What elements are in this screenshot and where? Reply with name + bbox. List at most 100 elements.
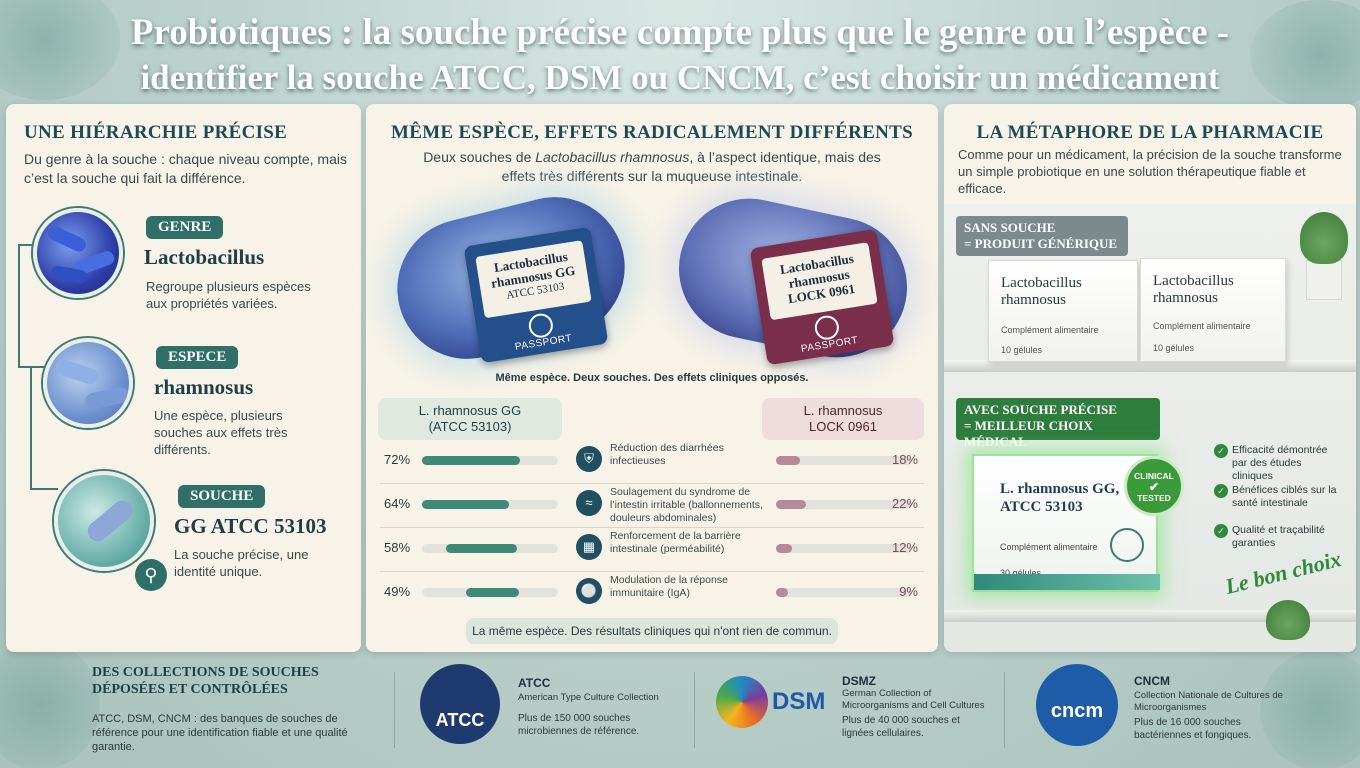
effect-label: Réduction des diarrhées infectieuses: [610, 442, 724, 467]
left-bar-fill: [446, 544, 517, 553]
right-bar: [776, 588, 912, 597]
benefit-item: ✓ Qualité et traçabilité garanties: [1214, 524, 1344, 550]
strain-bacteria-image: [54, 471, 154, 571]
left-percentage: 58%: [384, 540, 411, 555]
bacteria-decoration: [1250, 0, 1360, 110]
tree-branch: [18, 366, 48, 368]
left-bar-fill: [422, 456, 520, 465]
bacteria-decoration: [0, 640, 100, 768]
org-count-atcc: Plus de 150 000 souches microbiennes de …: [518, 713, 640, 737]
precise-product-tag: AVEC SOUCHE PRÉCISE = MEILLEUR CHOIX MÉD…: [956, 398, 1160, 449]
genus-description: Regroupe plusieurs espèces aux propriété…: [146, 279, 311, 311]
org-full-dsmz: German Collection of Microorganisms and …: [842, 688, 985, 711]
org-count-cncm: Plus de 16 000 souches bactériennes et f…: [1134, 717, 1252, 741]
left-bar: [422, 456, 558, 465]
left-bar-fill: [466, 588, 519, 597]
right-bar-fill: [776, 500, 806, 509]
check-icon: ✓: [1214, 484, 1228, 498]
page-title: Probiotiques : la souche précise compte …: [0, 10, 1360, 100]
comparison-subtitle: Deux souches de Lactobacillus rhamnosus,…: [423, 149, 881, 184]
strain-tag: SOUCHE: [178, 485, 266, 508]
bacteria-decoration: [1260, 650, 1360, 768]
effect-label: Soulagement du syndrome de l’intestin ir…: [610, 486, 763, 524]
plant-pot: [1306, 260, 1342, 300]
comparison-row: 49% ⚪ Modulation de la réponse immunitaire…: [366, 572, 938, 616]
dsm-logo-mark: [716, 676, 768, 728]
hierarchy-heading: UNE HIÉRARCHIE PRÉCISE: [24, 122, 288, 143]
left-percentage: 72%: [384, 452, 411, 467]
generic-box-2: Lactobacillus rhamnosus Complément alimen…: [1140, 258, 1286, 362]
passport-card-lock: Lactobacillus rhamnosus LOCK 0961 PASSPO…: [749, 228, 895, 366]
atcc-logo: ATCC: [420, 664, 500, 744]
right-bar: [776, 500, 912, 509]
title-line-1: Probiotiques : la souche précise compte …: [130, 12, 1230, 53]
species-bacteria-image: [43, 338, 133, 428]
intestine-icon: ≈: [576, 490, 602, 516]
pharmacy-heading: LA MÉTAPHORE DE LA PHARMACIE: [976, 122, 1324, 143]
org-name-cncm: CNCM: [1134, 674, 1170, 688]
right-percentage: 9%: [899, 584, 918, 599]
benefit-item: ✓ Efficacité démontrée par des études cli…: [1214, 444, 1344, 483]
comparison-caption: Même espèce. Deux souches. Des effets cl…: [495, 372, 809, 384]
left-bar: [422, 500, 558, 509]
pharmacy-subtitle: Comme pour un médicament, la précision d…: [958, 147, 1342, 196]
comparison-row: 72% ⛨ Réduction des diarrhées infectieuses…: [366, 440, 938, 484]
right-percentage: 18%: [891, 452, 918, 467]
right-bar: [776, 544, 912, 553]
comparison-heading: MÊME ESPÈCE, EFFETS RADICALEMENT DIFFÉRE…: [391, 122, 913, 143]
footer-subtitle: ATCC, DSM, CNCM : des banques de souches…: [92, 713, 348, 753]
comparison-row: 64% ≈ Soulagement du syndrome de l’intesti…: [366, 484, 938, 528]
shield-icon: ⛨: [576, 446, 602, 472]
left-bar: [422, 588, 558, 597]
comparison-row: 58% ▦ Renforcement de la barrière intestin…: [366, 528, 938, 572]
genus-bacteria-image: [33, 208, 123, 298]
generic-product-tag: SANS SOUCHE = PRODUIT GÉNÉRIQUE: [956, 216, 1128, 256]
divider: [394, 672, 395, 748]
divider: [1004, 672, 1005, 748]
right-percentage: 22%: [891, 496, 918, 511]
right-bar: [776, 456, 912, 465]
barrier-icon: ▦: [576, 534, 602, 560]
strain-b-label: L. rhamnosus LOCK 0961: [762, 398, 924, 440]
dsm-logo-text: DSM: [772, 688, 826, 715]
benefit-item: ✓ Bénéfices ciblés sur la santé intestina…: [1214, 484, 1344, 510]
shelf: [944, 360, 1356, 372]
effect-label: Modulation de la réponse immunitaire (Ig…: [610, 574, 728, 599]
tree-branch: [30, 488, 58, 490]
org-full-cncm: Collection Nationale de Cultures de Micr…: [1134, 690, 1283, 713]
strain-name: GG ATCC 53103: [174, 514, 327, 538]
plant-decoration: [1300, 212, 1348, 264]
left-bar: [422, 544, 558, 553]
comparison-bottom-note: La même espèce. Des résultats cliniques …: [466, 618, 838, 644]
right-percentage: 12%: [891, 540, 918, 555]
check-icon: ✓: [1214, 524, 1228, 538]
title-line-2: identifier la souche ATCC, DSM ou CNCM, …: [140, 58, 1220, 97]
intestine-icon: [1110, 528, 1144, 562]
effect-label: Renforcement de la barrière intestinale …: [610, 530, 741, 555]
org-name-dsmz: DSMZ: [842, 674, 876, 688]
shelf: [944, 610, 1356, 622]
org-full-atcc: American Type Culture Collection: [518, 692, 659, 703]
left-percentage: 64%: [384, 496, 411, 511]
hierarchy-subtitle: Du genre à la souche : chaque niveau com…: [24, 151, 347, 186]
footer-title: DES COLLECTIONS DE SOUCHES DÉPOSÉES ET C…: [92, 665, 319, 697]
comparison-panel: MÊME ESPÈCE, EFFETS RADICALEMENT DIFFÉRE…: [366, 104, 938, 652]
tree-connector: [30, 368, 32, 488]
pharmacy-panel: LA MÉTAPHORE DE LA PHARMACIE Comme pour …: [944, 104, 1356, 652]
divider: [694, 672, 695, 748]
strain-a-label: L. rhamnosus GG (ATCC 53103): [378, 398, 562, 440]
clinical-tested-seal: CLINICAL ✔ TESTED: [1124, 456, 1184, 516]
org-count-dsmz: Plus de 40 000 souches et lignées cellul…: [842, 715, 960, 739]
species-tag: ESPECE: [156, 346, 239, 369]
tree-branch: [18, 244, 36, 246]
plant-decoration: [1266, 600, 1310, 640]
cncm-logo: cncm: [1036, 664, 1118, 746]
right-bar-fill: [776, 544, 793, 553]
hierarchy-panel: UNE HIÉRARCHIE PRÉCISE Du genre à la sou…: [6, 104, 361, 652]
species-name: rhamnosus: [154, 375, 254, 399]
left-percentage: 49%: [384, 584, 411, 599]
genus-tag: GENRE: [146, 216, 224, 239]
right-bar-fill: [776, 456, 801, 465]
left-bar-fill: [422, 500, 510, 509]
species-description: Une espèce, plusieurs souches aux effets…: [154, 408, 288, 457]
